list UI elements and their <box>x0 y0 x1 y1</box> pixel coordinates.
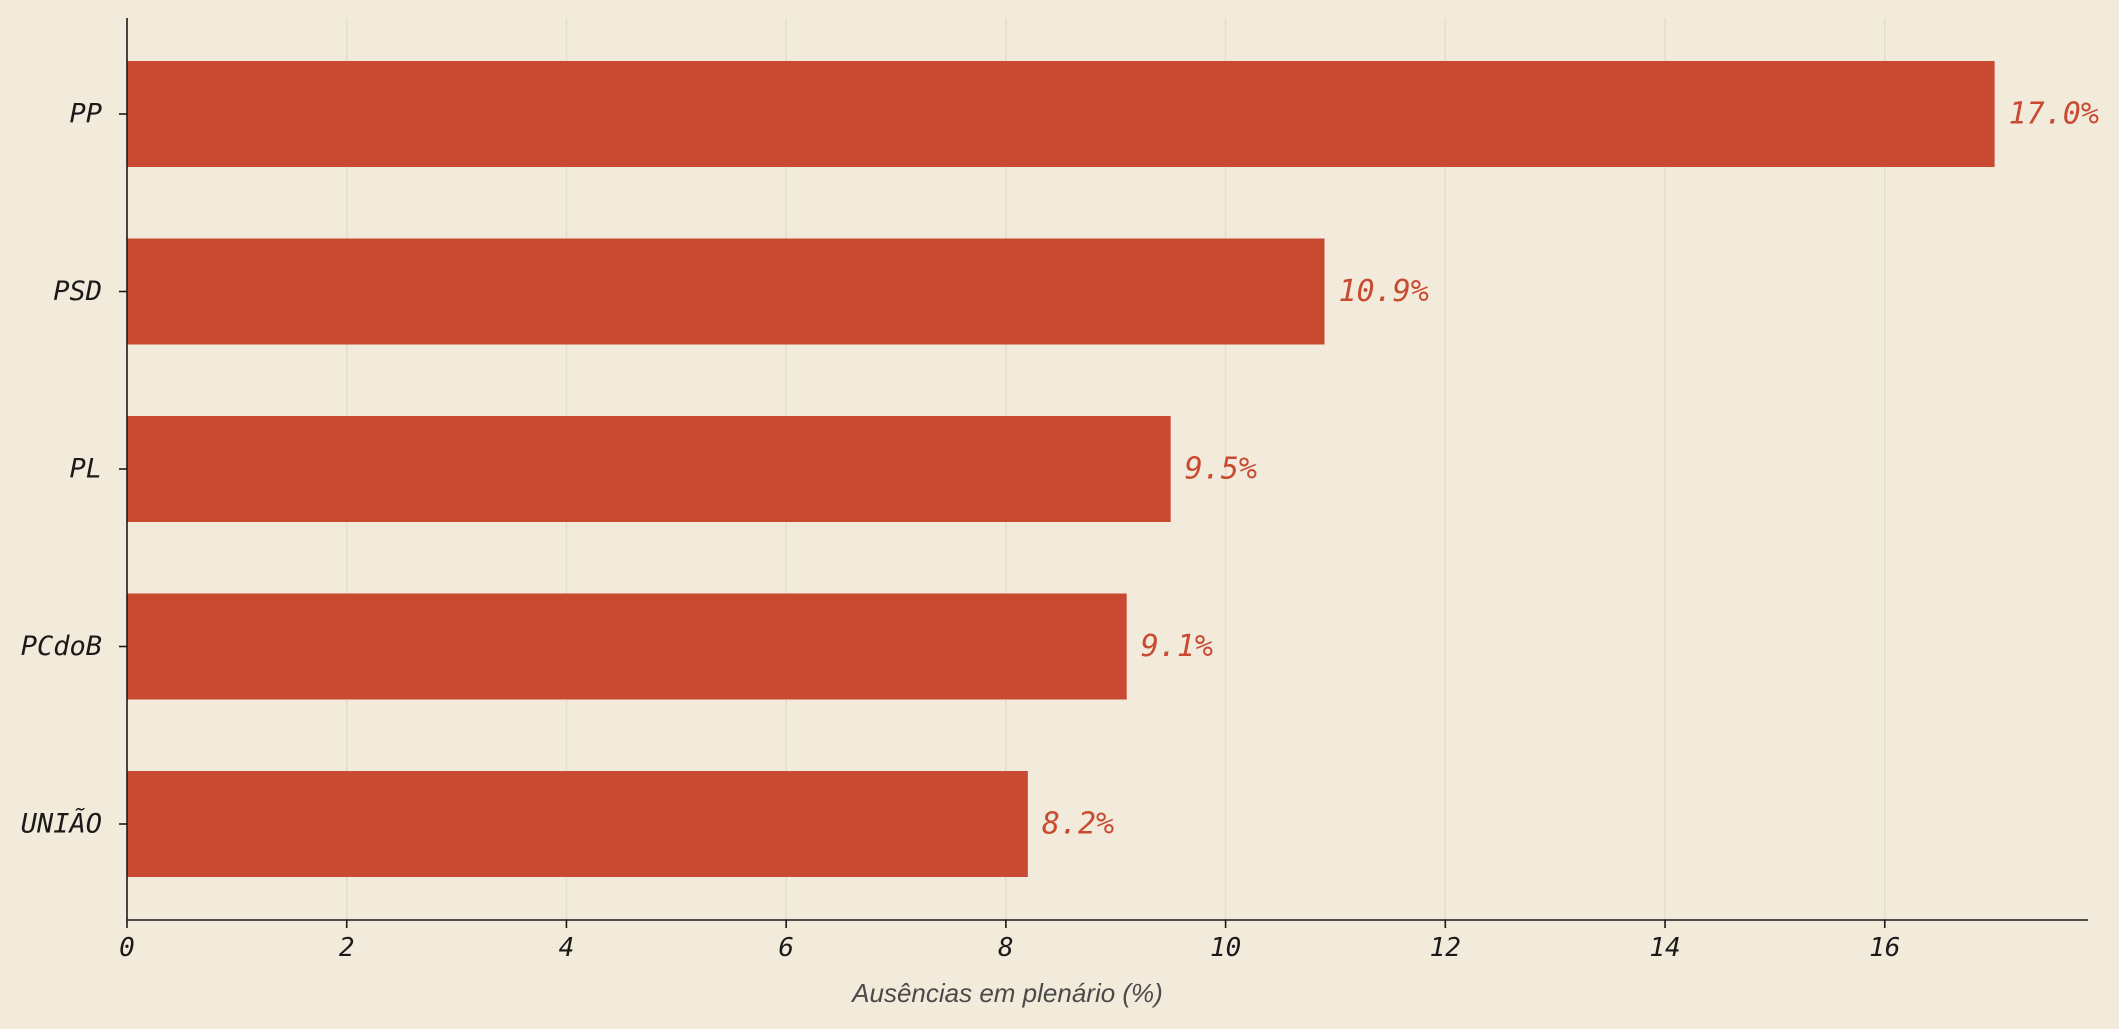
x-axis-title: Ausências em plenário (%) <box>850 978 1163 1008</box>
y-axis-ticks: PP PSD PL PCdoB UNIÃO <box>21 99 127 840</box>
x-axis-ticks: 0 2 4 6 8 10 12 14 16 <box>119 920 1900 963</box>
x-tick-label: 12 <box>1430 933 1461 963</box>
x-tick-label: 4 <box>559 933 575 963</box>
value-label: 17.0% <box>2009 97 2099 132</box>
bar-pcdob <box>127 593 1127 700</box>
x-tick-label: 10 <box>1210 933 1241 963</box>
bar-pp <box>127 61 1995 167</box>
y-tick-label: PL <box>69 454 102 485</box>
x-tick-label: 16 <box>1869 933 1900 963</box>
value-labels: 17.0% 10.9% 9.5% 9.1% 8.2% <box>1042 97 2099 842</box>
value-label: 9.5% <box>1185 452 1257 487</box>
y-tick-label: PSD <box>53 276 102 307</box>
bar-psd <box>127 238 1325 345</box>
value-label: 8.2% <box>1042 807 1114 842</box>
x-tick-label: 0 <box>119 933 135 963</box>
x-tick-label: 2 <box>339 933 355 963</box>
y-tick-label: UNIÃO <box>21 808 102 840</box>
x-tick-label: 8 <box>998 933 1014 963</box>
y-tick-label: PCdoB <box>21 631 102 662</box>
value-label: 9.1% <box>1141 629 1213 664</box>
x-tick-label: 6 <box>778 933 794 963</box>
x-tick-label: 14 <box>1649 933 1680 963</box>
bar-pl <box>127 416 1171 522</box>
value-label: 10.9% <box>1338 274 1428 309</box>
bars <box>127 61 1995 877</box>
bar-união <box>127 771 1028 877</box>
y-tick-label: PP <box>69 99 102 130</box>
